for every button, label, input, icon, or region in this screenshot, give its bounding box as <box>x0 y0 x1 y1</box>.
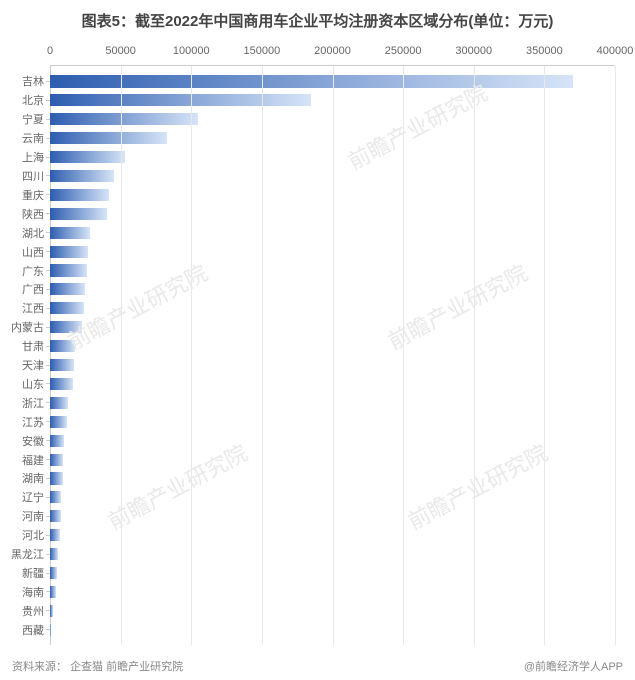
y-tick <box>46 251 50 252</box>
bar <box>50 548 58 560</box>
footer: 资料来源： 企查猫 前瞻产业研究院 @前瞻经济学人APP <box>12 658 623 674</box>
bar <box>50 529 60 541</box>
grid-line <box>403 66 404 645</box>
bar <box>50 510 61 522</box>
credit: @前瞻经济学人APP <box>524 658 623 674</box>
y-tick <box>46 554 50 555</box>
grid-line <box>121 66 122 645</box>
y-label: 内蒙古 <box>11 319 50 335</box>
y-tick <box>46 213 50 214</box>
y-tick <box>46 535 50 536</box>
x-tick-label: 400000 <box>597 45 634 57</box>
grid-line <box>191 66 192 645</box>
y-tick <box>46 157 50 158</box>
grid-line <box>544 66 545 645</box>
source: 资料来源： 企查猫 前瞻产业研究院 <box>12 658 183 674</box>
bar <box>50 378 73 390</box>
bar <box>50 359 74 371</box>
bar <box>50 397 68 409</box>
bar <box>50 472 63 484</box>
bar <box>50 208 107 220</box>
grid-line <box>262 66 263 645</box>
bar <box>50 567 57 579</box>
x-axis: 0 50000 100000 150000 200000 250000 300000 3500… <box>50 45 615 65</box>
bar <box>50 435 64 447</box>
bar <box>50 227 90 239</box>
y-tick <box>46 175 50 176</box>
bar <box>50 132 167 144</box>
y-tick <box>46 100 50 101</box>
bar <box>50 454 63 466</box>
chart-title: 图表5：截至2022年中国商用车企业平均注册资本区域分布(单位：万元) <box>0 0 635 45</box>
bar <box>50 75 573 87</box>
bar <box>50 246 88 258</box>
y-tick <box>46 402 50 403</box>
y-tick <box>46 421 50 422</box>
chart-area: 0 50000 100000 150000 200000 250000 300000 3500… <box>0 45 635 645</box>
x-tick-label: 200000 <box>314 45 351 57</box>
bar <box>50 94 311 106</box>
bar <box>50 170 114 182</box>
bar <box>50 624 51 636</box>
bar <box>50 340 75 352</box>
bar <box>50 189 109 201</box>
bar <box>50 264 87 276</box>
y-tick <box>46 194 50 195</box>
bar <box>50 491 61 503</box>
y-tick <box>46 516 50 517</box>
y-tick <box>46 497 50 498</box>
x-tick-label: 250000 <box>385 45 422 57</box>
y-tick <box>46 327 50 328</box>
y-tick <box>46 365 50 366</box>
grid-line <box>615 66 616 645</box>
y-tick <box>46 591 50 592</box>
y-tick <box>46 346 50 347</box>
x-tick-label: 350000 <box>526 45 563 57</box>
y-tick <box>46 232 50 233</box>
y-tick <box>46 383 50 384</box>
y-label: 黑龙江 <box>11 546 50 562</box>
bar <box>50 605 53 617</box>
y-tick <box>46 308 50 309</box>
y-tick <box>46 270 50 271</box>
y-tick <box>46 478 50 479</box>
bar <box>50 321 82 333</box>
y-tick <box>46 289 50 290</box>
y-tick <box>46 138 50 139</box>
x-tick-label: 50000 <box>105 45 136 57</box>
bar <box>50 586 56 598</box>
bar <box>50 113 198 125</box>
y-tick <box>46 440 50 441</box>
x-tick-label: 0 <box>47 45 53 57</box>
y-tick <box>46 629 50 630</box>
source-text: 企查猫 前瞻产业研究院 <box>70 661 183 673</box>
grid-line <box>333 66 334 645</box>
x-tick-label: 300000 <box>455 45 492 57</box>
bar <box>50 283 85 295</box>
source-label: 资料来源： <box>12 661 67 673</box>
y-tick <box>46 573 50 574</box>
y-tick <box>46 81 50 82</box>
y-tick <box>46 610 50 611</box>
bar <box>50 302 84 314</box>
x-tick-label: 100000 <box>173 45 210 57</box>
y-tick <box>46 119 50 120</box>
x-tick-label: 150000 <box>244 45 281 57</box>
bar <box>50 151 125 163</box>
plot-area: 吉林北京宁夏云南上海四川重庆陕西湖北山西广东广西江西内蒙古甘肃天津山东浙江江苏安… <box>50 65 615 645</box>
y-tick <box>46 459 50 460</box>
bar <box>50 416 67 428</box>
grid-line <box>474 66 475 645</box>
